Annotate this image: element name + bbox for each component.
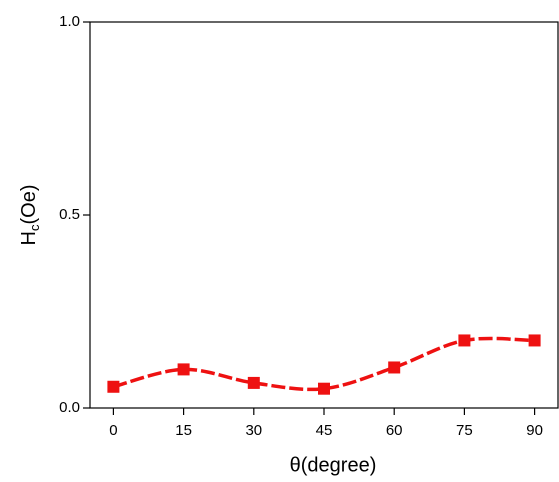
y-label-sub: c <box>27 224 42 231</box>
y-label-unit: (Oe) <box>18 185 40 225</box>
marker <box>107 380 120 393</box>
y-tick-label: 1.0 <box>59 13 80 30</box>
x-tick-label: 45 <box>316 422 333 439</box>
x-axis-label: θ(degree) <box>290 454 377 476</box>
x-tick-label: 30 <box>245 422 262 439</box>
x-tick-label: 75 <box>456 422 473 439</box>
marker <box>177 363 190 376</box>
x-tick-label: 60 <box>386 422 403 439</box>
series-line <box>112 336 535 392</box>
y-tick-label: 0.0 <box>59 399 80 416</box>
y-tick-label: 0.5 <box>59 206 80 223</box>
x-tick-label: 15 <box>175 422 192 439</box>
marker <box>388 361 401 374</box>
marker <box>458 334 471 347</box>
marker <box>318 382 330 395</box>
marker <box>247 376 260 389</box>
y-label-main: H <box>18 231 40 245</box>
x-tick-label: 0 <box>109 422 117 439</box>
y-axis-label: Hc(Oe) <box>18 185 42 246</box>
marker <box>528 334 541 347</box>
x-tick-label: 90 <box>526 422 543 439</box>
plot-frame <box>89 21 559 409</box>
